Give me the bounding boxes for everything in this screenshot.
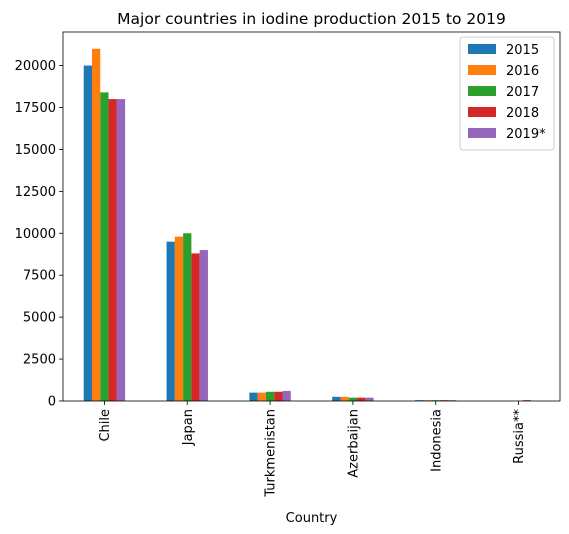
- bar-2017-azerbaijan: [348, 397, 358, 401]
- legend-label: 2015: [506, 43, 539, 58]
- bar-2017-chile: [100, 92, 109, 401]
- bar-2019-japan: [199, 250, 208, 401]
- y-tick-label: 12500: [15, 185, 56, 200]
- bar-2018-indonesia: [439, 400, 449, 401]
- x-axis: Chile Japan Turkmenistan Azerbaijan Indonesi…: [98, 401, 527, 498]
- bar-2018-chile: [108, 99, 117, 401]
- bar-2018-azerbaijan: [357, 397, 366, 401]
- legend-label: 2018: [506, 106, 539, 121]
- bar-2015-chile: [83, 65, 92, 402]
- bar-2018-japan: [191, 253, 200, 401]
- x-tick-label: Azerbaijan: [346, 409, 361, 478]
- bar-2017-japan: [183, 233, 192, 401]
- bar-2015-turkmenistan: [249, 392, 258, 401]
- x-tick-label: Japan: [181, 409, 196, 446]
- y-tick-label: 15000: [15, 143, 56, 158]
- y-tick-label: 10000: [15, 227, 56, 242]
- bar-2016-indonesia: [423, 400, 432, 401]
- legend-label: 2016: [506, 64, 539, 79]
- bar-2015-japan: [166, 241, 175, 401]
- y-tick-label: 5000: [23, 311, 56, 326]
- legend: 2015 2016 2017 2018 2019*: [459, 36, 555, 151]
- legend-swatch: [468, 44, 496, 54]
- y-axis: 0 2500 5000 7500 10000 12500 15000 17500 20000: [15, 59, 63, 410]
- bar-2017-turkmenistan: [265, 391, 275, 401]
- x-tick-label: Turkmenistan: [264, 409, 279, 498]
- bar-2018-russia: [522, 400, 531, 401]
- y-tick-label: 2500: [23, 353, 56, 368]
- legend-swatch: [468, 86, 496, 96]
- plot-frame: [62, 31, 561, 402]
- x-tick-label: Chile: [98, 409, 113, 442]
- bar-2019-azerbaijan: [365, 397, 374, 401]
- y-tick-label: 17500: [15, 101, 56, 116]
- bar-2015-azerbaijan: [332, 396, 341, 401]
- x-axis-label: Country: [286, 511, 338, 526]
- bar-2019-chile: [116, 99, 126, 401]
- bars-layer: [83, 48, 531, 402]
- chart-title: Major countries in iodine production 201…: [117, 10, 506, 28]
- bar-2015-indonesia: [415, 400, 424, 401]
- x-tick-label: Russia**: [512, 409, 527, 464]
- bar-2016-chile: [91, 48, 101, 402]
- legend-label: 2017: [506, 85, 539, 100]
- y-tick-label: 0: [48, 395, 56, 410]
- bar-2016-turkmenistan: [257, 392, 266, 401]
- x-tick-label: Indonesia: [429, 409, 444, 472]
- bar-2017-indonesia: [431, 400, 440, 401]
- bar-2016-japan: [174, 236, 184, 401]
- bar-2019-indonesia: [448, 400, 457, 401]
- legend-swatch: [468, 107, 496, 117]
- legend-swatch: [468, 65, 496, 75]
- y-tick-label: 20000: [15, 59, 56, 74]
- y-tick-label: 7500: [23, 269, 56, 284]
- bar-2019-turkmenistan: [282, 390, 291, 401]
- legend-label: 2019*: [506, 127, 546, 142]
- bar-2018-turkmenistan: [274, 391, 283, 401]
- legend-swatch: [468, 128, 496, 138]
- bar-2016-azerbaijan: [340, 396, 349, 401]
